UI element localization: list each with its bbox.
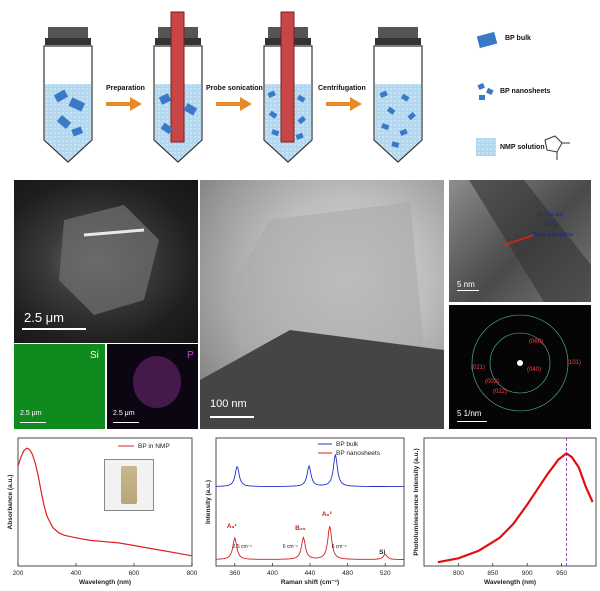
shift-label: 6 cm⁻¹ bbox=[283, 544, 298, 550]
tem-sheet bbox=[200, 202, 444, 429]
bp-bulk-icon bbox=[476, 31, 498, 49]
sem-flake bbox=[59, 205, 159, 315]
x-axis-label: Wavelength (nm) bbox=[79, 579, 131, 586]
peak-label: A₉¹ bbox=[227, 523, 237, 530]
tube-1 bbox=[43, 27, 93, 163]
saed-spot-060: (060) bbox=[529, 339, 544, 345]
plot-frame bbox=[17, 437, 193, 567]
x-tick-label: 800 bbox=[453, 570, 464, 577]
absorbance-chart: 200 400 600 800 Wavelength (nm) Absorbance (a… bbox=[7, 437, 198, 586]
eds-p-label: P bbox=[187, 350, 194, 361]
raman-bulk-line bbox=[215, 454, 404, 488]
legend-label-bulk: BP bulk bbox=[336, 441, 359, 448]
x-tick-label: 360 bbox=[229, 570, 240, 577]
hrtem-d-spacing: d=0.52 nm bbox=[537, 212, 564, 218]
x-axis-label: Wavelength (nm) bbox=[484, 579, 536, 586]
x-tick-label: 400 bbox=[71, 570, 82, 577]
saed-spot-022: (022) bbox=[493, 389, 508, 395]
hrtem-scale-bar bbox=[457, 290, 479, 291]
legend-bp-nanosheets: BP nanosheets bbox=[500, 88, 551, 95]
tube-2 bbox=[153, 11, 203, 163]
nmp-structure-icon bbox=[544, 135, 570, 160]
saed-spot-101: (101) bbox=[567, 360, 582, 366]
x-tick-label: 200 bbox=[13, 570, 24, 577]
legend-nmp-solution: NMP solution bbox=[500, 144, 545, 151]
sem-scale-label: 2.5 μm bbox=[24, 310, 65, 325]
saed-rings bbox=[471, 314, 569, 412]
eds-p-scale-bar bbox=[113, 422, 139, 423]
vial-photo bbox=[104, 459, 154, 511]
legend-bp-bulk: BP bulk bbox=[505, 35, 531, 42]
peak-label: B₂₉ bbox=[295, 525, 306, 532]
eds-p-scale-label: 2.5 μm bbox=[113, 410, 135, 417]
hrtem-scale-label: 5 nm bbox=[457, 280, 475, 289]
tem-scale-bar bbox=[210, 416, 254, 418]
x-axis-label: Raman shift (cm⁻¹) bbox=[281, 579, 339, 586]
saed-pattern: (060) (021) (040) (002) (022) (101) 5 1/… bbox=[449, 305, 591, 429]
pl-line bbox=[437, 452, 594, 564]
saed-scale-label: 5 1/nm bbox=[457, 409, 482, 418]
raman-nanosheets-line bbox=[216, 526, 404, 560]
arrow-3 bbox=[326, 97, 362, 111]
step-label-3: Centrifugation bbox=[318, 85, 366, 92]
eds-p-map: P 2.5 μm bbox=[107, 344, 198, 429]
eds-si-scale-bar bbox=[20, 422, 46, 423]
x-tick-label: 850 bbox=[487, 570, 498, 577]
saed-spot-021: (021) bbox=[471, 365, 486, 371]
absorbance-line bbox=[17, 447, 193, 557]
eds-si-scale-label: 2.5 μm bbox=[20, 410, 42, 417]
schematic-panel: Preparation Probe sonication Centrifugat… bbox=[0, 0, 600, 175]
sem-image: 2.5 μm bbox=[14, 180, 198, 343]
schematic-drawing bbox=[43, 11, 570, 163]
hrtem-image: d=0.52 nm (020) Black phosphrus 5 nm bbox=[449, 180, 591, 302]
vial-icon bbox=[121, 466, 137, 504]
x-tick-label: 400 bbox=[267, 570, 278, 577]
saed-scale-bar bbox=[457, 421, 487, 422]
nmp-solution-icon bbox=[476, 138, 496, 156]
peak-label: A₉² bbox=[322, 511, 333, 518]
tube-4 bbox=[373, 27, 423, 163]
y-axis-label: Intensity (a.u.) bbox=[205, 480, 212, 524]
tem-image: 100 nm bbox=[200, 180, 444, 429]
x-tick-label: 440 bbox=[305, 570, 316, 577]
eds-si-label: Si bbox=[90, 350, 99, 361]
x-tick-label: 520 bbox=[380, 570, 391, 577]
saed-spot-002: (002) bbox=[485, 379, 500, 385]
eds-si-map: Si 2.5 μm bbox=[14, 344, 105, 429]
step-label-1: Preparation bbox=[106, 85, 145, 92]
pl-chart: 800 850 900 950 Wavelength (nm) Photoluminesc… bbox=[413, 437, 597, 586]
x-tick-label: 600 bbox=[129, 570, 140, 577]
shift-label: 6 cm⁻¹ bbox=[332, 544, 347, 550]
arrow-2 bbox=[216, 97, 252, 111]
hrtem-lattice bbox=[469, 180, 591, 302]
tube-3 bbox=[263, 11, 313, 163]
hrtem-plane: (020) bbox=[545, 222, 558, 228]
y-axis-label: Absorbance (a.u.) bbox=[7, 475, 14, 530]
bp-nanosheets-icon bbox=[477, 82, 494, 100]
step-label-2: Probe sonication bbox=[206, 85, 263, 92]
sem-scale-bar bbox=[22, 328, 86, 330]
plot-frame bbox=[423, 437, 597, 567]
shift-label: 2.5 cm⁻¹ bbox=[233, 544, 253, 550]
legend-label-nanosheets: BP nanosheets bbox=[336, 450, 381, 457]
x-tick-label: 900 bbox=[522, 570, 533, 577]
saed-spot-040: (040) bbox=[527, 367, 542, 373]
x-tick-label: 950 bbox=[556, 570, 567, 577]
hrtem-material: Black phosphrus bbox=[533, 232, 574, 238]
y-axis-label: Photoluminescence Intensity (a.u.) bbox=[413, 448, 420, 555]
raman-chart: 360 400 440 480 520 Raman shift (cm⁻¹) Intensi… bbox=[205, 437, 405, 586]
legend-label: BP in NMP bbox=[138, 443, 170, 450]
tem-scale-label: 100 nm bbox=[210, 398, 247, 410]
arrow-1 bbox=[106, 97, 142, 111]
eds-p-signal bbox=[133, 356, 181, 408]
x-tick-label: 480 bbox=[342, 570, 353, 577]
x-tick-label: 800 bbox=[187, 570, 198, 577]
peak-label: Si bbox=[379, 549, 385, 556]
